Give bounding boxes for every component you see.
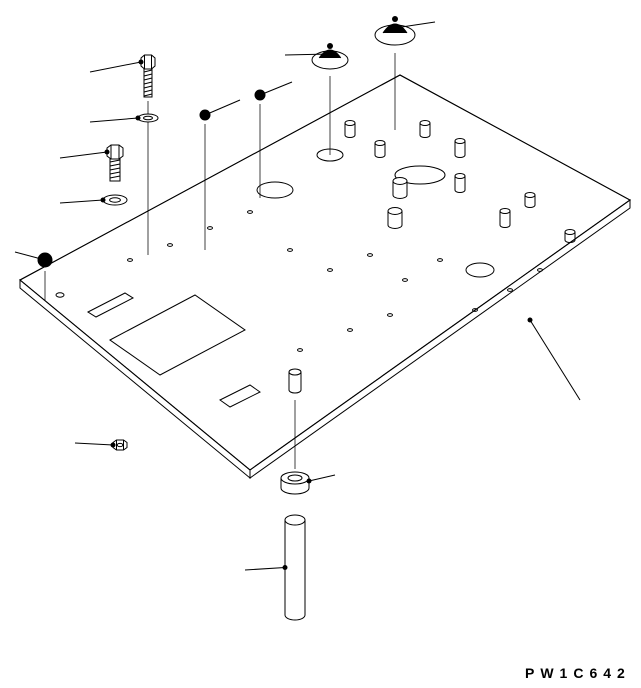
drawing-label: PW1C642 bbox=[525, 665, 631, 681]
exploded-diagram: PW1C642 bbox=[0, 0, 641, 688]
